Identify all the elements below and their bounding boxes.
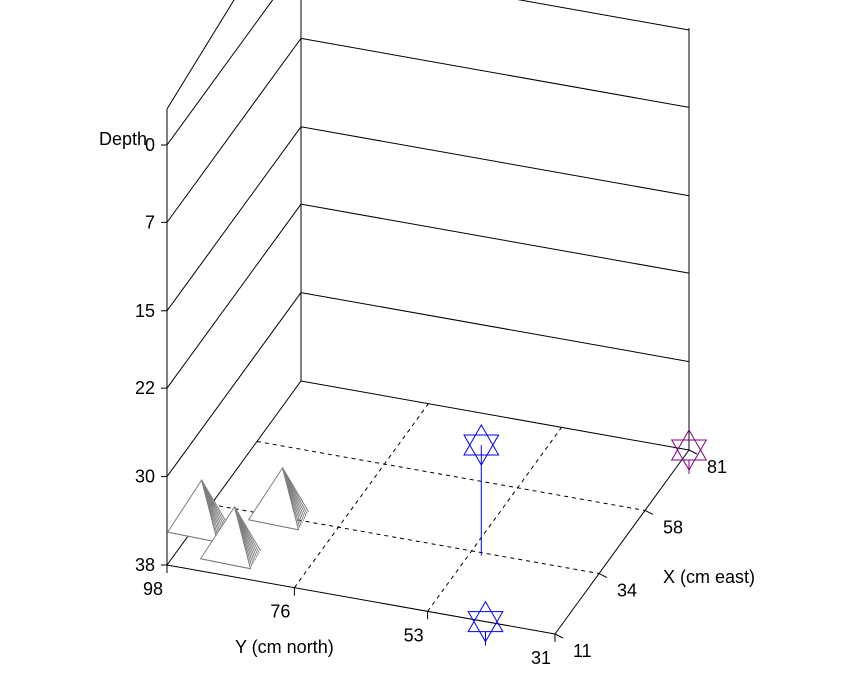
- floor-back-edge: [300, 380, 690, 451]
- depth-gridline-back: [300, 292, 690, 363]
- y-tick-label: 31: [531, 648, 551, 668]
- depth-tick-label: 7: [145, 212, 155, 232]
- y-tick-label: 53: [404, 625, 424, 645]
- depth-gridline-back: [300, 37, 690, 108]
- depth-gridline-left: [166, 126, 302, 312]
- depth-gridline-left: [166, 203, 302, 389]
- depth-tick-label: 0: [145, 135, 155, 155]
- star-marker: [670, 428, 708, 472]
- y-tick-label: 98: [143, 579, 163, 599]
- star-marker: [467, 600, 504, 643]
- floor-grid-line-y: [293, 403, 429, 588]
- star-triangle-down: [670, 439, 708, 472]
- x-tick: [688, 449, 698, 455]
- floor-grid-line-x: [256, 440, 646, 511]
- pyramid-edge: [282, 467, 309, 513]
- pyramid-marker: [247, 466, 309, 531]
- floor-right-edge: [554, 449, 690, 635]
- depth-gridline-back: [517, 0, 690, 31]
- x-tick-label: 34: [617, 581, 637, 601]
- star-triangle-down: [463, 434, 500, 467]
- x-axis-label: X (cm east): [663, 567, 755, 587]
- star-triangle-down: [467, 611, 504, 643]
- axis-ticks: 0 7 15 22 30 38 98 76 53 31 11 34 58 81: [135, 135, 727, 668]
- y-axis-label: Y (cm north): [235, 637, 334, 657]
- x-tick: [598, 573, 608, 578]
- wall-top-left: [166, 0, 235, 110]
- pyramid-marker: [166, 478, 229, 543]
- pyramid-edge: [234, 506, 261, 552]
- pyramid-base: [167, 531, 218, 543]
- pyramid-base: [248, 519, 299, 531]
- data-marks: [166, 423, 708, 646]
- depth-gridline-back: [300, 126, 690, 197]
- x-tick-label: 81: [707, 457, 727, 477]
- pyramid-edge: [201, 479, 229, 525]
- plot-box: [166, 0, 690, 635]
- floor-grid-line-y: [427, 427, 563, 612]
- x-tick: [554, 633, 564, 639]
- x-tick: [644, 510, 654, 515]
- depth-tick-label: 15: [135, 301, 155, 321]
- depth-tick-label: 30: [135, 467, 155, 487]
- depth-tick-label: 38: [135, 555, 155, 575]
- star-triangle-up: [463, 423, 500, 456]
- depth-tick-label: 22: [135, 378, 155, 398]
- depth-gridline-left: [166, 38, 302, 223]
- x-tick-label: 58: [663, 517, 683, 537]
- depth-gridline-left: [166, 0, 274, 146]
- floor-front-edge: [166, 564, 556, 635]
- pyramid-marker: [199, 505, 261, 570]
- depth-gridline-left: [166, 292, 302, 477]
- y-tick-label: 76: [270, 602, 290, 622]
- star-triangle-up: [467, 600, 504, 633]
- depth-gridline-back: [300, 203, 690, 274]
- star-marker: [463, 423, 500, 467]
- depth-axis-label: Depth: [99, 129, 147, 149]
- x-tick-label: 11: [573, 641, 592, 661]
- pyramid-base: [200, 558, 251, 570]
- star-triangle-up: [670, 428, 708, 461]
